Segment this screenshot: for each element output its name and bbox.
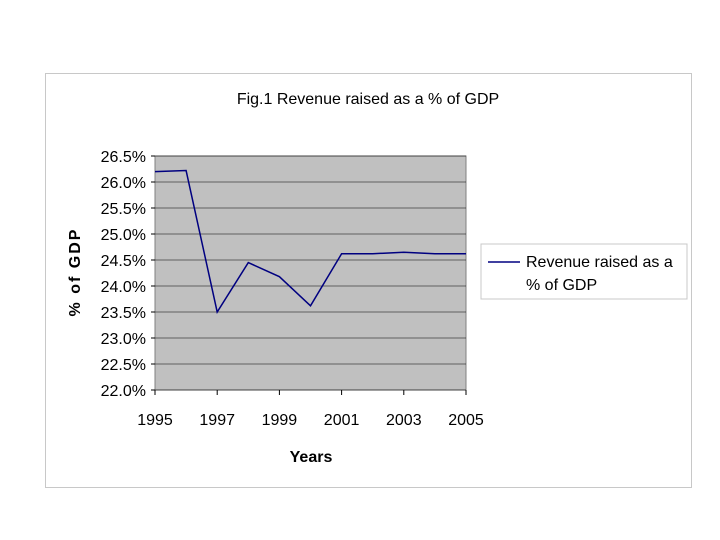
x-axis-label: Years (290, 449, 333, 466)
y-tick-label: 24.5% (101, 253, 146, 270)
x-tick-label: 2001 (324, 412, 360, 429)
y-tick-label: 25.5% (101, 201, 146, 218)
y-tick-label: 22.5% (101, 357, 146, 374)
legend-box (480, 243, 688, 300)
x-tick-label: 1997 (199, 412, 235, 429)
x-tick-label: 2003 (386, 412, 422, 429)
y-tick-label: 23.5% (101, 305, 146, 322)
y-tick-label: 26.0% (101, 175, 146, 192)
chart-title: Fig.1 Revenue raised as a % of GDP (237, 91, 499, 108)
y-tick-label: 26.5% (101, 149, 146, 166)
legend: Revenue raised as a % of GDP (480, 243, 688, 300)
y-tick-label: 24.0% (101, 279, 146, 296)
x-tick-label: 2005 (448, 412, 484, 429)
series-line (154, 169, 466, 314)
x-tick-label: 1995 (137, 412, 173, 429)
legend-label-line-1: Revenue raised as a (526, 254, 673, 271)
y-axis-label: % of GDP (67, 228, 84, 317)
gridlines (155, 155, 466, 391)
y-tick-label: 23.0% (101, 331, 146, 348)
legend-label-line-2: % of GDP (526, 277, 597, 294)
x-axis-ticks: 1995 1997 1999 2001 2003 2005 (137, 390, 484, 429)
y-axis-ticks: 22.0% 22.5% 23.0% 23.5% 24.0% 24.5% 25.0% 25.5%… (101, 149, 155, 400)
plot-area (154, 155, 467, 391)
y-tick-label: 25.0% (101, 227, 146, 244)
x-tick-label: 1999 (262, 412, 298, 429)
y-tick-label: 22.0% (101, 383, 146, 400)
series-group (154, 169, 466, 314)
